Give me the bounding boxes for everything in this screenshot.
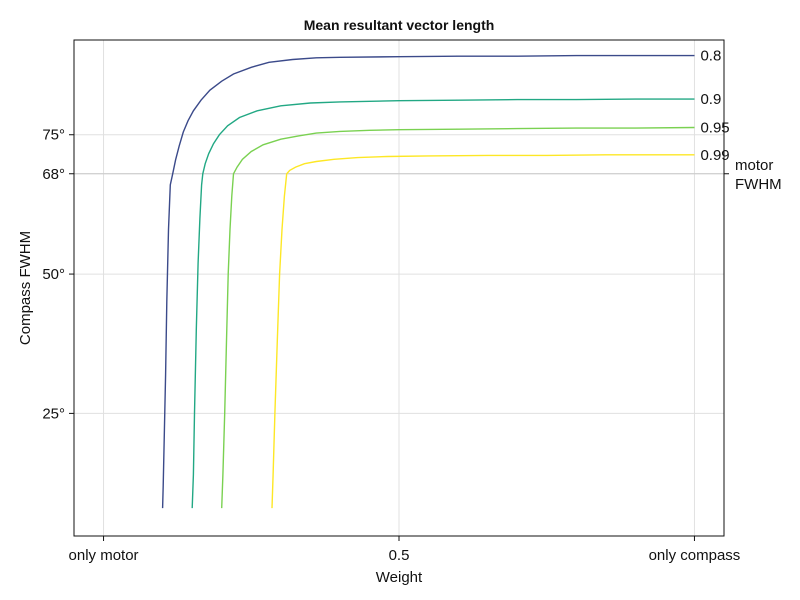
series-line-0.95	[221, 126, 695, 509]
grid-lines	[74, 40, 724, 536]
series-label: 0.99	[700, 147, 729, 164]
series-line-0.8	[161, 54, 695, 509]
y-tick-label: 25°	[42, 405, 65, 422]
x-axis-label: Weight	[376, 569, 423, 586]
series-line-0.99	[271, 154, 695, 509]
reference-label-line2: FWHM	[735, 176, 782, 193]
y-tick-label: 68°	[42, 166, 65, 183]
y-tick-label: 50°	[42, 266, 65, 283]
x-tick-label: only compass	[649, 547, 741, 564]
y-axis-label: Compass FWHM	[17, 231, 34, 345]
y-tick-label: 75°	[42, 127, 65, 144]
series-line-0.9	[191, 98, 695, 509]
x-tick-label: 0.5	[389, 547, 410, 564]
series-label: 0.8	[700, 48, 721, 65]
series-label: 0.9	[700, 91, 721, 108]
y-axis-ticks: 25° 50° 68° 75° motor FWHM	[42, 127, 781, 423]
x-axis-ticks: only motor 0.5 only compass	[69, 536, 741, 564]
series-labels: 0.8 0.9 0.95 0.99	[700, 48, 729, 164]
series-lines	[161, 54, 695, 509]
reference-label-line1: motor	[735, 157, 773, 174]
series-label: 0.95	[700, 119, 729, 136]
chart-title: Mean resultant vector length	[304, 17, 495, 33]
x-tick-label: only motor	[69, 547, 139, 564]
